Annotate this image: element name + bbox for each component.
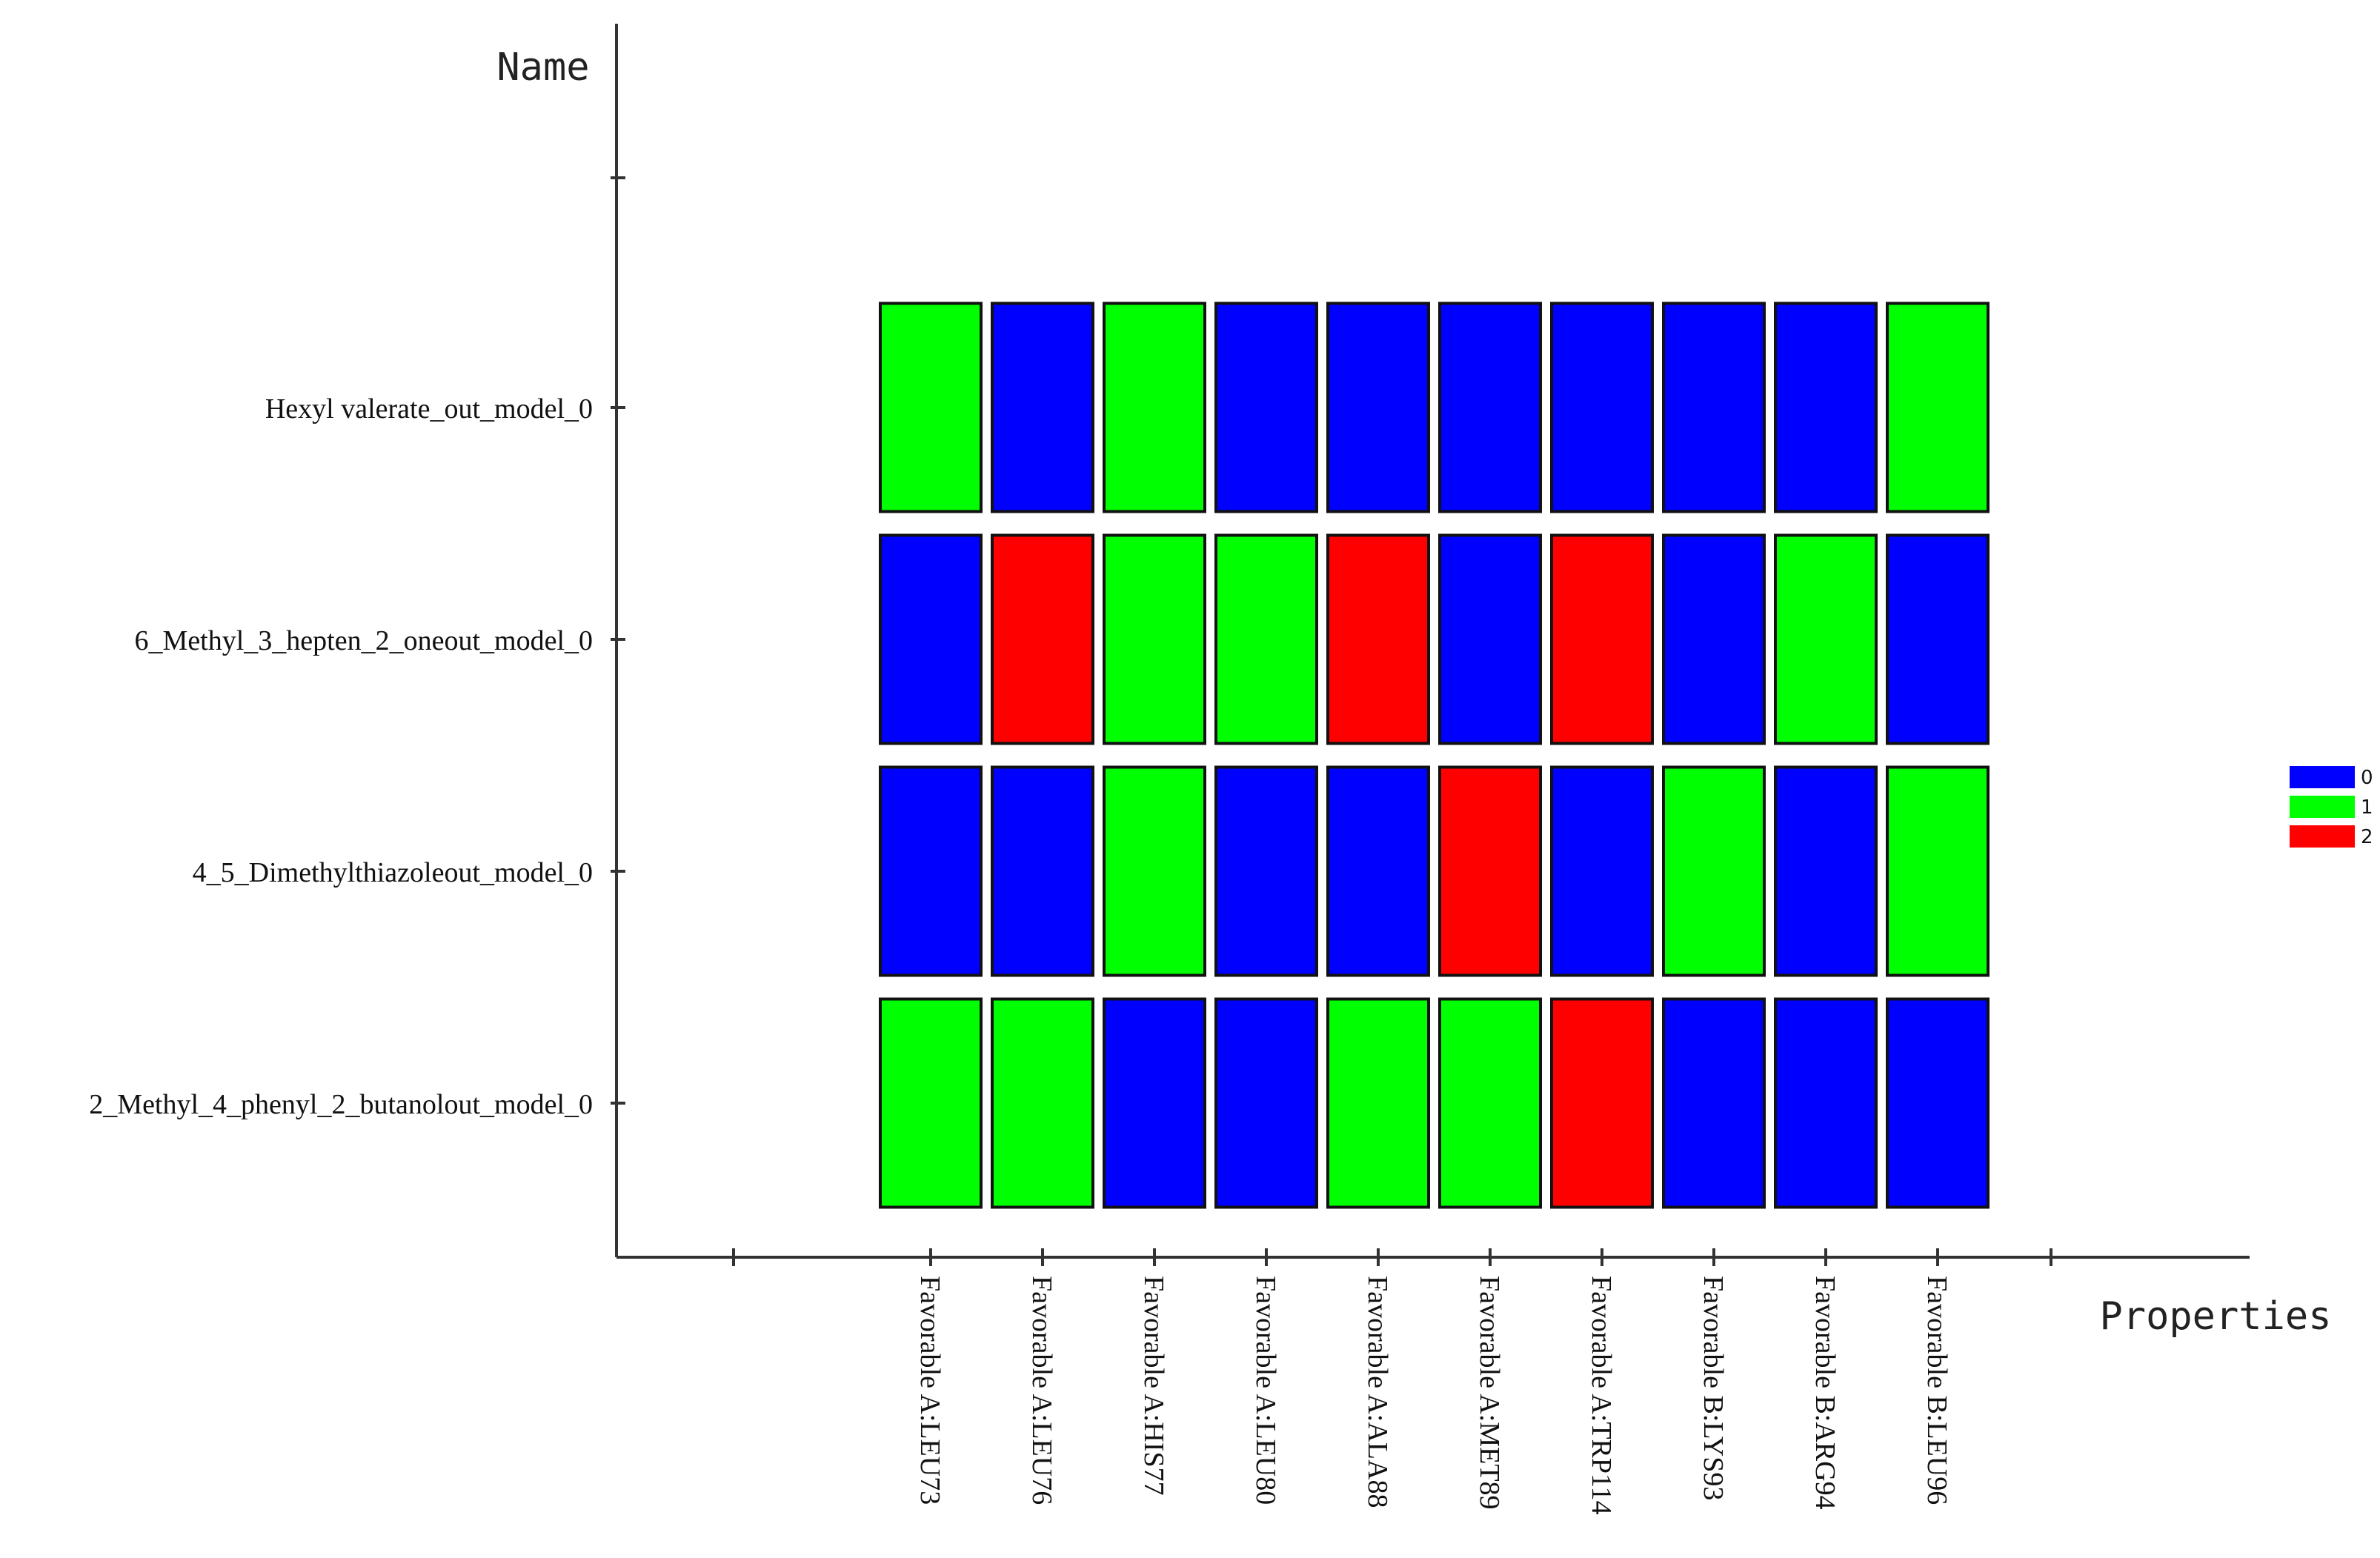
heatmap-cell <box>1662 765 1766 977</box>
legend-swatch <box>2290 825 2355 848</box>
legend-swatch <box>2290 766 2355 788</box>
heatmap-cell <box>991 997 1094 1209</box>
heatmap-cell <box>1103 302 1206 513</box>
legend-label: 1 <box>2361 796 2373 819</box>
heatmap-cell <box>1326 533 1430 745</box>
heatmap-cell <box>1214 302 1318 513</box>
column-label: Favorable A:ALA88 <box>1362 1276 1393 1508</box>
heatmap-cell <box>1438 533 1542 745</box>
heatmap-cell <box>1438 765 1542 977</box>
y-axis-title: Name <box>496 45 589 90</box>
heatmap-cell <box>1774 997 1878 1209</box>
column-label: Favorable A:TRP114 <box>1586 1276 1617 1515</box>
column-label: Favorable A:LEU76 <box>1026 1276 1057 1505</box>
column-label: Favorable B:LEU96 <box>1921 1276 1952 1505</box>
row-label: 2_Methyl_4_phenyl_2_butanolout_model_0 <box>89 1089 593 1120</box>
heatmap-cell <box>1550 765 1654 977</box>
legend-swatch <box>2290 796 2355 818</box>
heatmap-cell <box>879 533 983 745</box>
heatmap-cell <box>1326 765 1430 977</box>
column-label: Favorable A:LEU80 <box>1250 1276 1281 1505</box>
heatmap-cell <box>879 765 983 977</box>
heatmap-cell <box>1214 533 1318 745</box>
heatmap-cell <box>1550 533 1654 745</box>
heatmap-cell <box>1662 533 1766 745</box>
heatmap-cell <box>1103 765 1206 977</box>
heatmap-cell <box>879 997 983 1209</box>
heatmap-cell <box>1886 533 1990 745</box>
column-label: Favorable A:LEU73 <box>914 1276 945 1505</box>
heatmap-cell <box>991 765 1094 977</box>
heatmap-cells <box>879 302 1990 1209</box>
heatmap-cell <box>1662 302 1766 513</box>
heatmap-cell <box>1438 302 1542 513</box>
heatmap-cell <box>1774 765 1878 977</box>
heatmap-cell <box>1774 302 1878 513</box>
heatmap-cell <box>1886 765 1990 977</box>
heatmap-cell <box>991 302 1094 513</box>
column-labels: Favorable A:LEU73 Favorable A:LEU76 Favora… <box>914 1276 1952 1515</box>
column-label: Favorable A:MET89 <box>1474 1276 1505 1510</box>
legend-label: 0 <box>2361 767 2373 789</box>
row-labels: Hexyl valerate_out_model_0 6_Methyl_3_hep… <box>89 393 593 1120</box>
heatmap-cell <box>1774 533 1878 745</box>
heatmap-cell <box>1103 533 1206 745</box>
row-label: 6_Methyl_3_hepten_2_oneout_model_0 <box>135 625 593 656</box>
column-label: Favorable B:LYS93 <box>1698 1276 1729 1500</box>
heatmap-cell <box>1662 997 1766 1209</box>
heatmap-cell <box>1550 302 1654 513</box>
axes <box>611 24 2250 1266</box>
legend-label: 2 <box>2361 826 2373 848</box>
heatmap-cell <box>1886 302 1990 513</box>
legend: 0 1 2 <box>2290 766 2373 848</box>
row-label: 4_5_Dimethylthiazoleout_model_0 <box>193 857 593 888</box>
heatmap-cell <box>1214 997 1318 1209</box>
heatmap-cell <box>1214 765 1318 977</box>
column-label: Favorable A:HIS77 <box>1138 1276 1169 1496</box>
row-label: Hexyl valerate_out_model_0 <box>265 393 593 425</box>
heatmap-cell <box>1326 997 1430 1209</box>
heatmap-cell <box>879 302 983 513</box>
heatmap-cell <box>1550 997 1654 1209</box>
heatmap-cell <box>991 533 1094 745</box>
heatmap-cell <box>1886 997 1990 1209</box>
heatmap-cell <box>1326 302 1430 513</box>
heatmap-cell <box>1438 997 1542 1209</box>
heatmap-cell <box>1103 997 1206 1209</box>
x-axis-title: Properties <box>2099 1294 2331 1339</box>
column-label: Favorable B:ARG94 <box>1809 1276 1841 1510</box>
